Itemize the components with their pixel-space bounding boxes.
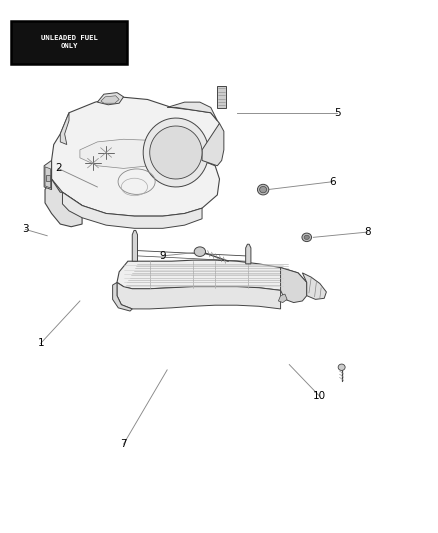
Ellipse shape bbox=[194, 247, 205, 256]
Polygon shape bbox=[201, 123, 223, 166]
Text: 9: 9 bbox=[159, 251, 166, 261]
Polygon shape bbox=[149, 126, 201, 179]
Polygon shape bbox=[117, 260, 306, 293]
Text: 3: 3 bbox=[22, 224, 28, 235]
FancyBboxPatch shape bbox=[11, 21, 127, 64]
Polygon shape bbox=[167, 102, 217, 120]
Polygon shape bbox=[101, 96, 119, 103]
Ellipse shape bbox=[304, 235, 309, 239]
Polygon shape bbox=[245, 244, 251, 264]
Polygon shape bbox=[60, 113, 69, 144]
Ellipse shape bbox=[337, 364, 344, 370]
Text: 6: 6 bbox=[329, 176, 336, 187]
Polygon shape bbox=[143, 118, 208, 187]
Ellipse shape bbox=[259, 187, 266, 193]
Polygon shape bbox=[113, 282, 132, 311]
Polygon shape bbox=[62, 192, 201, 228]
Text: UNLEADED FUEL
ONLY: UNLEADED FUEL ONLY bbox=[40, 36, 97, 50]
Text: 8: 8 bbox=[364, 227, 370, 237]
Polygon shape bbox=[51, 97, 219, 216]
Polygon shape bbox=[278, 294, 286, 303]
Text: 7: 7 bbox=[120, 439, 127, 449]
Ellipse shape bbox=[301, 233, 311, 241]
Text: 1: 1 bbox=[37, 338, 44, 349]
Text: 5: 5 bbox=[333, 108, 340, 118]
Text: 2: 2 bbox=[55, 164, 61, 173]
Polygon shape bbox=[80, 139, 165, 168]
Polygon shape bbox=[46, 175, 49, 181]
Polygon shape bbox=[44, 160, 51, 190]
Polygon shape bbox=[45, 167, 50, 188]
Text: 4: 4 bbox=[68, 31, 74, 41]
Polygon shape bbox=[132, 230, 137, 261]
Polygon shape bbox=[302, 273, 325, 300]
Text: 10: 10 bbox=[313, 391, 325, 401]
Polygon shape bbox=[117, 282, 280, 309]
Ellipse shape bbox=[257, 184, 268, 195]
Polygon shape bbox=[280, 268, 306, 303]
Polygon shape bbox=[45, 179, 82, 227]
Polygon shape bbox=[97, 93, 123, 105]
FancyBboxPatch shape bbox=[216, 86, 225, 108]
